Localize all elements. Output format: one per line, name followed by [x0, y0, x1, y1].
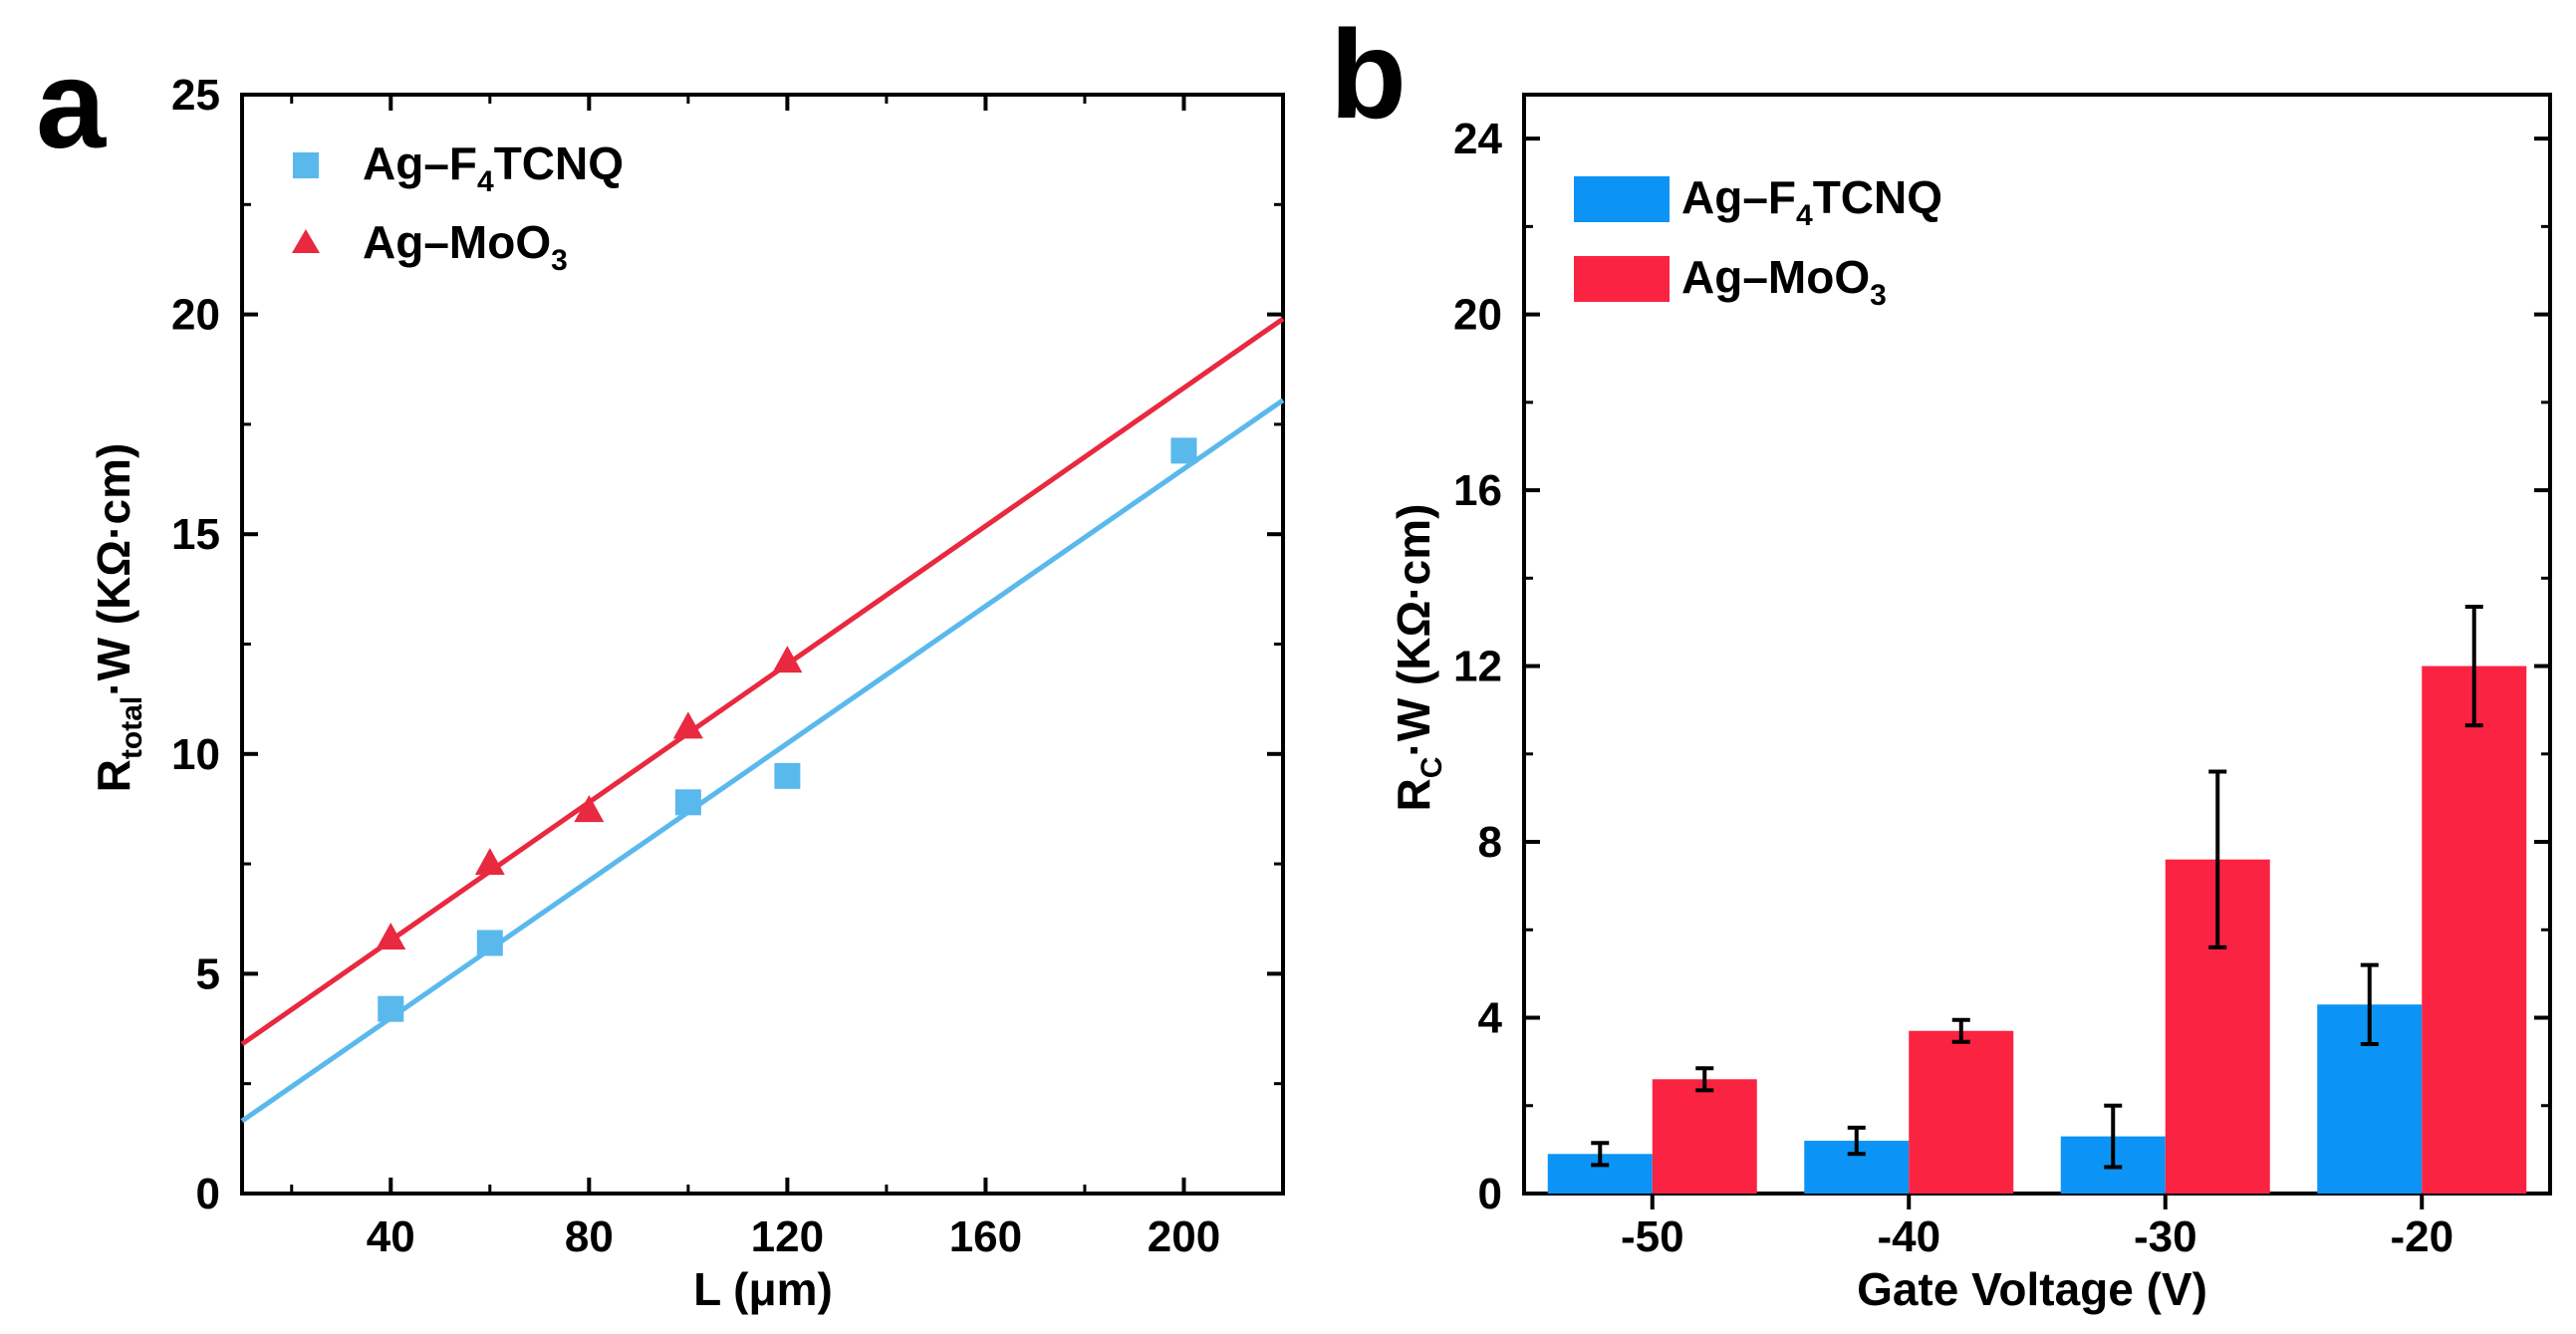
panel-a-x-tick-label: 160	[949, 1212, 1022, 1261]
panel-b-y-tick-label: 0	[1478, 1170, 1502, 1218]
panel-b-x-tick-label: -20	[2390, 1212, 2453, 1261]
panel-b-y-axis-title: RC·W (KΩ·cm)	[1388, 504, 1448, 812]
panel-a-y-tick-label: 0	[196, 1170, 220, 1218]
data-point-f4tcnq	[1170, 437, 1197, 464]
bar-moo3	[2422, 666, 2527, 1194]
panel-b-y-axis: 0 4 8 12 16 20 24	[1453, 115, 2550, 1218]
panel-b-x-tick-label: -40	[1877, 1212, 1940, 1261]
panel-a-x-tick-label: 120	[751, 1212, 824, 1261]
panel-b-y-tick-label: 12	[1453, 643, 1502, 691]
fit-line-f4tcnq	[240, 398, 1285, 1124]
panel-b-y-title-rest: ·W (KΩ·cm)	[1388, 504, 1439, 757]
panel-b-legend: Ag–F4TCNQ Ag–MoO3	[1574, 171, 1942, 312]
panel-b-legend-swatch-moo3	[1574, 256, 1670, 302]
fit-line-moo3	[240, 316, 1285, 1047]
panel-a-x-tick-label: 40	[367, 1212, 415, 1261]
panel-a-data-points	[376, 437, 1197, 1022]
panel-a-legend-label-moo3: Ag–MoO3	[363, 216, 568, 277]
panel-b-label: b	[1330, 4, 1407, 144]
panel-b-legend-label-f4tcnq: Ag–F4TCNQ	[1681, 171, 1942, 232]
data-point-f4tcnq	[476, 930, 503, 956]
panel-b-y-tick-label: 24	[1453, 115, 1502, 163]
panel-a-y-title-main: R	[88, 759, 139, 792]
panel-a-y-tick-label: 20	[171, 291, 220, 340]
panel-b-x-tick-label: -50	[1621, 1212, 1684, 1261]
panel-a-y-axis: 0 5 10 15 20 25	[171, 71, 1283, 1218]
panel-a-y-tick-label: 15	[171, 510, 220, 559]
data-point-f4tcnq	[774, 762, 801, 789]
panel-b-y-title-main: R	[1388, 778, 1439, 811]
panel-b-legend-swatch-f4tcnq	[1574, 176, 1670, 222]
panel-a-y-axis-title: Rtotal·W (KΩ·cm)	[88, 443, 148, 793]
bar-moo3	[1909, 1030, 2014, 1194]
panel-b-legend-label-moo3: Ag–MoO3	[1681, 251, 1887, 312]
panel-b-x-axis-title: Gate Voltage (V)	[1857, 1263, 2207, 1315]
panel-a-y-tick-label: 25	[171, 71, 220, 120]
data-point-moo3	[376, 923, 406, 950]
panel-a-y-title-sub: total	[116, 696, 148, 759]
data-point-moo3	[474, 848, 505, 876]
panel-a: a 40 80 120 160 200 0 5 10 15 20 25 L (μm) Rtotal…	[36, 34, 1285, 1315]
panel-b-y-tick-label: 20	[1453, 291, 1502, 340]
data-point-moo3	[772, 646, 803, 673]
panel-b-y-tick-label: 16	[1453, 466, 1502, 515]
panel-a-x-tick-label: 200	[1148, 1212, 1220, 1261]
panel-b-x-tick-label: -30	[2134, 1212, 2197, 1261]
panel-b-axes-box	[1522, 93, 2552, 1196]
panel-b-y-tick-label: 4	[1478, 994, 1503, 1043]
panel-b: b -50 -40 -30 -20 0 4 8 12 16 20 24 Gate Voltage …	[1330, 4, 2552, 1315]
panel-a-y-title-rest: ·W (KΩ·cm)	[88, 443, 139, 696]
panel-b-y-tick-label: 8	[1478, 818, 1502, 867]
panel-a-legend-label-f4tcnq: Ag–F4TCNQ	[363, 137, 624, 198]
panel-a-label: a	[36, 34, 107, 174]
panel-b-plot-frame	[1522, 93, 2552, 1196]
panel-a-x-axis: 40 80 120 160 200	[290, 95, 1285, 1261]
panel-a-legend-triangle-marker	[292, 229, 320, 253]
bar-moo3	[1652, 1079, 1757, 1194]
data-point-moo3	[672, 711, 703, 739]
panel-b-x-axis: -50 -40 -30 -20	[1621, 1194, 2453, 1261]
panel-a-y-tick-label: 5	[196, 949, 220, 998]
panel-b-y-title-sub: C	[1416, 757, 1448, 779]
panel-a-x-axis-title: L (μm)	[693, 1263, 833, 1315]
panel-a-legend-square-marker	[293, 152, 319, 178]
panel-a-legend: Ag–F4TCNQ Ag–MoO3	[292, 137, 624, 277]
data-point-f4tcnq	[378, 995, 404, 1022]
panel-a-fit-lines	[240, 316, 1285, 1124]
data-point-moo3	[574, 795, 605, 823]
data-point-f4tcnq	[674, 789, 701, 816]
panel-b-bars	[1547, 604, 2527, 1194]
panel-a-y-tick-label: 10	[171, 730, 220, 779]
panel-a-x-tick-label: 80	[565, 1212, 614, 1261]
